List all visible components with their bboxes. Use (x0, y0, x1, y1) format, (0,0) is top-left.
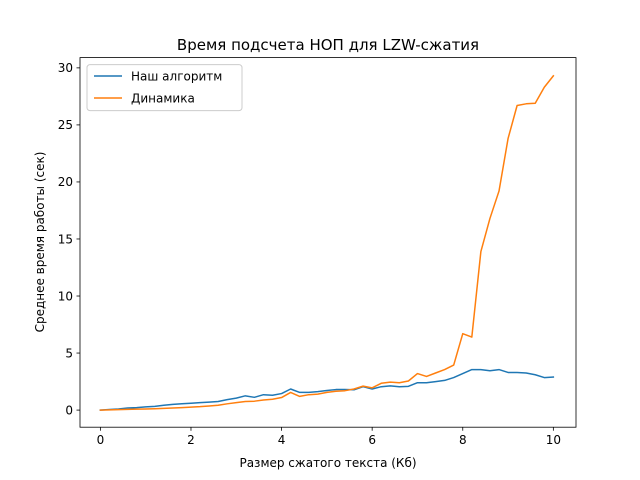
y-axis-ticks: 0 5 10 15 20 25 30 (58, 61, 80, 417)
x-tick-label: 2 (187, 433, 195, 447)
y-tick-label: 10 (58, 289, 73, 303)
x-tick-label: 10 (546, 433, 561, 447)
series-lines (99, 74, 555, 411)
axes-frame (79, 57, 577, 428)
y-tick-label: 25 (58, 118, 73, 132)
series-line-0 (99, 368, 555, 411)
plot-area: 0 2 4 6 8 10 0 5 10 15 20 25 30 (58, 57, 577, 447)
y-tick-label: 20 (58, 175, 73, 189)
y-tick-label: 5 (65, 346, 73, 360)
x-tick-label: 8 (459, 433, 467, 447)
legend-label-nash-algoritm: Наш алгоритм (131, 70, 222, 84)
x-tick-label: 4 (278, 433, 286, 447)
chart-title: Время подсчета НОП для LZW-сжатия (177, 36, 479, 54)
series-line-1 (99, 74, 555, 411)
legend-label-dinamika: Динамика (131, 92, 195, 106)
y-axis-label: Среднее время работы (сек) (33, 152, 47, 333)
y-tick-label: 0 (65, 403, 73, 417)
x-tick-label: 0 (97, 433, 105, 447)
x-axis-ticks: 0 2 4 6 8 10 (97, 427, 561, 447)
y-tick-label: 30 (58, 61, 73, 75)
legend: Наш алгоритм Динамика (86, 64, 243, 112)
x-tick-label: 6 (368, 433, 376, 447)
legend-frame (86, 64, 243, 112)
y-tick-label: 15 (58, 232, 73, 246)
x-axis-label: Размер сжатого текста (Кб) (239, 456, 416, 470)
